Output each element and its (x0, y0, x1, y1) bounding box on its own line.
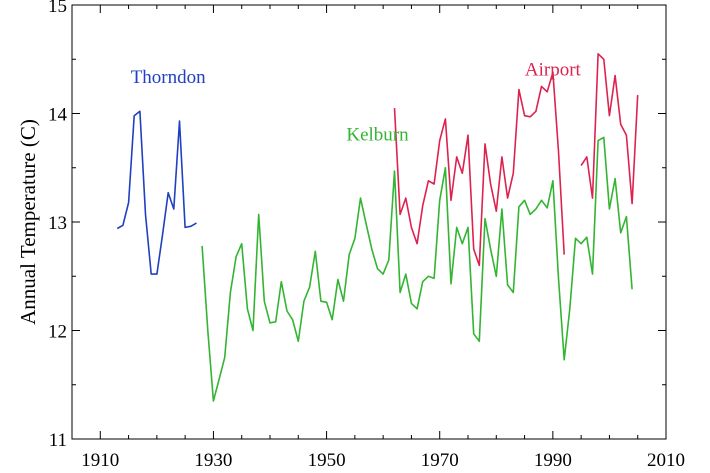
y-tick-label-12: 12 (48, 322, 67, 343)
y-tick-label-11: 11 (49, 430, 67, 451)
x-tick-label-1970: 1970 (421, 450, 459, 471)
y-tick-label-14: 14 (48, 105, 68, 126)
x-tick-label-1990: 1990 (534, 450, 572, 471)
series-line-kelburn (201, 136, 633, 402)
x-tick-label-1910: 1910 (81, 450, 119, 471)
series-lines (116, 53, 639, 402)
x-tick-label-1950: 1950 (308, 450, 346, 471)
y-axis-title: Annual Temperature (C) (16, 119, 40, 325)
series-label-airport: Airport (525, 60, 582, 81)
y-tick-label-13: 13 (48, 213, 67, 234)
series-label-thorndon: Thorndon (131, 67, 206, 88)
axis-ticks (71, 4, 667, 440)
series-label-kelburn: Kelburn (346, 125, 409, 146)
series-line-thorndon (116, 110, 197, 275)
series-line-airport (393, 53, 639, 267)
y-tick-label-15: 15 (48, 0, 67, 17)
series-labels: Thorndon Kelburn Airport (131, 60, 582, 146)
axis-tick-labels: 1910 1930 1950 1970 1990 2010 11 12 13 14 15 (48, 0, 685, 471)
x-tick-label-2010: 2010 (647, 450, 685, 471)
x-tick-label-1930: 1930 (194, 450, 232, 471)
